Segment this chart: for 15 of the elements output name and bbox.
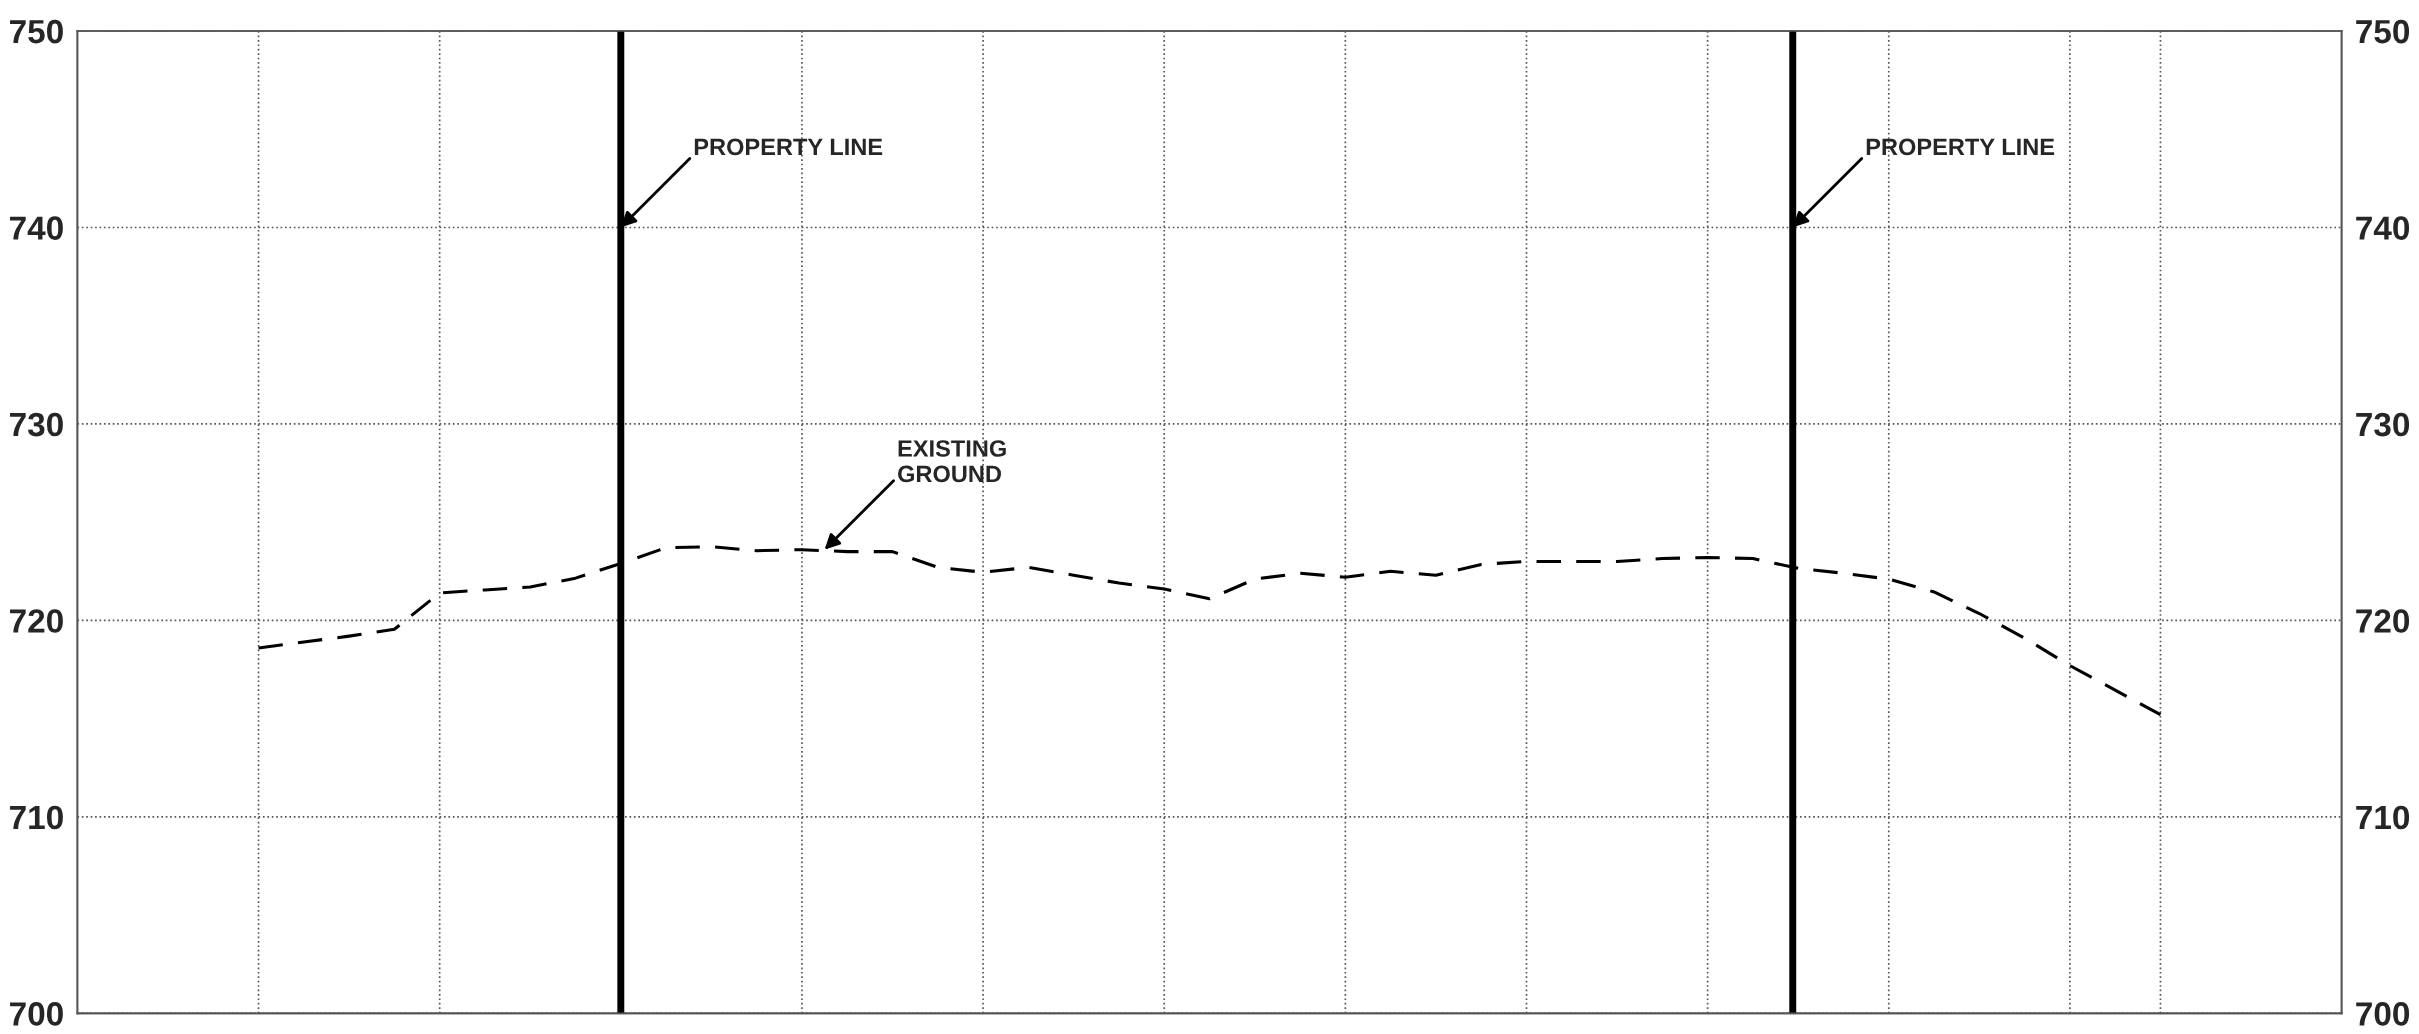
y2-tick-label: 710 bbox=[2356, 805, 2410, 830]
y2-tick-label: 730 bbox=[2356, 412, 2410, 437]
y2-tick-label: 700 bbox=[2356, 1002, 2410, 1026]
y-tick-label: 730 bbox=[10, 412, 63, 437]
y2-tick-label: 750 bbox=[2356, 19, 2410, 44]
y2-tick-label: 720 bbox=[2356, 609, 2410, 633]
y-tick-label: 720 bbox=[10, 609, 63, 633]
annotation: PROPERTY LINE bbox=[694, 138, 883, 156]
y-tick-label: 740 bbox=[10, 216, 63, 240]
annotation: EXISTING GROUND bbox=[898, 440, 1006, 483]
y2-tick-label: 740 bbox=[2356, 216, 2410, 240]
y-tick-label: 750 bbox=[10, 19, 63, 44]
annotation: PROPERTY LINE bbox=[1866, 138, 2055, 156]
y-tick-label: 710 bbox=[10, 805, 63, 830]
y-tick-label: 700 bbox=[10, 1002, 63, 1026]
